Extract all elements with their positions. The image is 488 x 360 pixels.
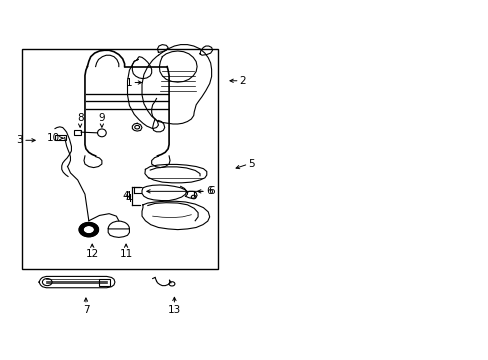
Text: 10: 10 — [46, 133, 60, 143]
Bar — [22, 49, 218, 269]
Text: 1: 1 — [125, 77, 132, 87]
Text: 7: 7 — [82, 305, 89, 315]
Text: 13: 13 — [167, 305, 181, 315]
Text: 11: 11 — [119, 249, 132, 259]
Text: 6: 6 — [205, 186, 212, 196]
Text: 3: 3 — [17, 135, 23, 145]
Text: 4: 4 — [124, 191, 131, 201]
Bar — [55, 135, 65, 140]
Text: 4: 4 — [125, 194, 132, 204]
Text: 4: 4 — [122, 191, 129, 201]
Text: 5: 5 — [248, 159, 254, 169]
Text: 2: 2 — [239, 76, 246, 86]
Bar — [74, 130, 81, 135]
Text: 6: 6 — [208, 186, 214, 196]
Text: 8: 8 — [77, 113, 83, 123]
Text: 9: 9 — [99, 113, 105, 123]
Text: 12: 12 — [85, 249, 99, 259]
Bar — [99, 279, 110, 285]
